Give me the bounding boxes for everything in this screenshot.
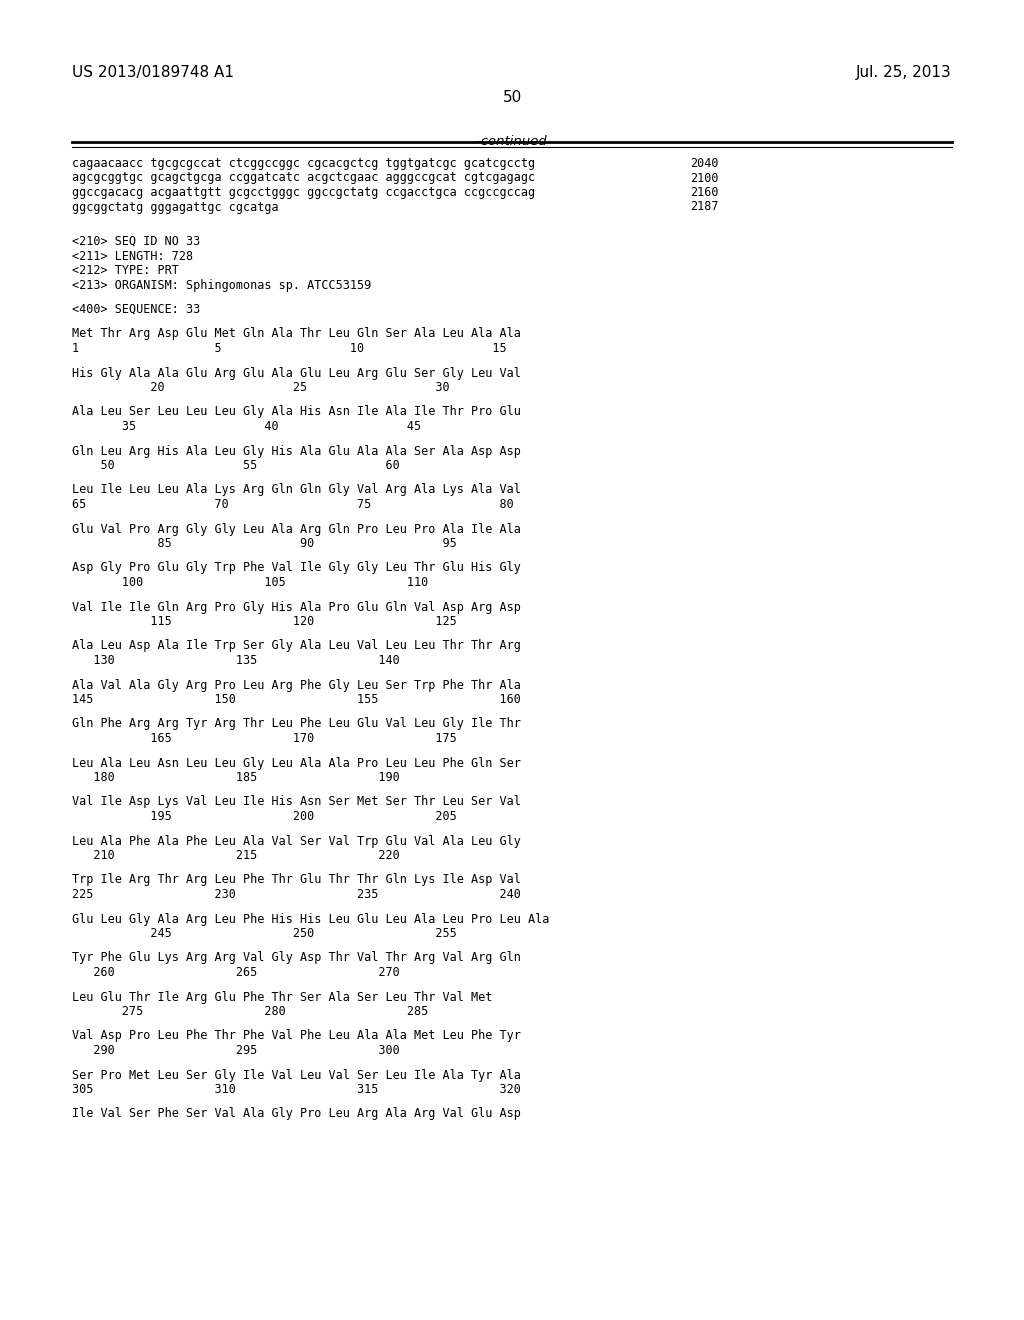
Text: Ala Val Ala Gly Arg Pro Leu Arg Phe Gly Leu Ser Trp Phe Thr Ala: Ala Val Ala Gly Arg Pro Leu Arg Phe Gly … [72, 678, 521, 692]
Text: 275                 280                 285: 275 280 285 [72, 1005, 428, 1018]
Text: Leu Ile Leu Leu Ala Lys Arg Gln Gln Gly Val Arg Ala Lys Ala Val: Leu Ile Leu Leu Ala Lys Arg Gln Gln Gly … [72, 483, 521, 496]
Text: Met Thr Arg Asp Glu Met Gln Ala Thr Leu Gln Ser Ala Leu Ala Ala: Met Thr Arg Asp Glu Met Gln Ala Thr Leu … [72, 327, 521, 341]
Text: Leu Glu Thr Ile Arg Glu Phe Thr Ser Ala Ser Leu Thr Val Met: Leu Glu Thr Ile Arg Glu Phe Thr Ser Ala … [72, 990, 493, 1003]
Text: agcgcggtgc gcagctgcga ccggatcatc acgctcgaac agggccgcat cgtcgagagc: agcgcggtgc gcagctgcga ccggatcatc acgctcg… [72, 172, 536, 185]
Text: US 2013/0189748 A1: US 2013/0189748 A1 [72, 65, 234, 81]
Text: Glu Leu Gly Ala Arg Leu Phe His His Leu Glu Leu Ala Leu Pro Leu Ala: Glu Leu Gly Ala Arg Leu Phe His His Leu … [72, 912, 549, 925]
Text: Glu Val Pro Arg Gly Gly Leu Ala Arg Gln Pro Leu Pro Ala Ile Ala: Glu Val Pro Arg Gly Gly Leu Ala Arg Gln … [72, 523, 521, 536]
Text: cagaacaacc tgcgcgccat ctcggccggc cgcacgctcg tggtgatcgc gcatcgcctg: cagaacaacc tgcgcgccat ctcggccggc cgcacgc… [72, 157, 536, 170]
Text: 2160: 2160 [690, 186, 719, 199]
Text: 210                 215                 220: 210 215 220 [72, 849, 399, 862]
Text: 165                 170                 175: 165 170 175 [72, 733, 457, 744]
Text: 65                  70                  75                  80: 65 70 75 80 [72, 498, 514, 511]
Text: 20                  25                  30: 20 25 30 [72, 381, 450, 393]
Text: 35                  40                  45: 35 40 45 [72, 420, 421, 433]
Text: <212> TYPE: PRT: <212> TYPE: PRT [72, 264, 179, 277]
Text: Leu Ala Leu Asn Leu Leu Gly Leu Ala Ala Pro Leu Leu Phe Gln Ser: Leu Ala Leu Asn Leu Leu Gly Leu Ala Ala … [72, 756, 521, 770]
Text: ggcggctatg gggagattgc cgcatga: ggcggctatg gggagattgc cgcatga [72, 201, 279, 214]
Text: Trp Ile Arg Thr Arg Leu Phe Thr Glu Thr Thr Gln Lys Ile Asp Val: Trp Ile Arg Thr Arg Leu Phe Thr Glu Thr … [72, 874, 521, 887]
Text: 245                 250                 255: 245 250 255 [72, 927, 457, 940]
Text: Asp Gly Pro Glu Gly Trp Phe Val Ile Gly Gly Leu Thr Glu His Gly: Asp Gly Pro Glu Gly Trp Phe Val Ile Gly … [72, 561, 521, 574]
Text: Val Ile Ile Gln Arg Pro Gly His Ala Pro Glu Gln Val Asp Arg Asp: Val Ile Ile Gln Arg Pro Gly His Ala Pro … [72, 601, 521, 614]
Text: 85                  90                  95: 85 90 95 [72, 537, 457, 550]
Text: 100                 105                 110: 100 105 110 [72, 576, 428, 589]
Text: Ala Leu Ser Leu Leu Leu Gly Ala His Asn Ile Ala Ile Thr Pro Glu: Ala Leu Ser Leu Leu Leu Gly Ala His Asn … [72, 405, 521, 418]
Text: 2187: 2187 [690, 201, 719, 214]
Text: Gln Phe Arg Arg Tyr Arg Thr Leu Phe Leu Glu Val Leu Gly Ile Thr: Gln Phe Arg Arg Tyr Arg Thr Leu Phe Leu … [72, 718, 521, 730]
Text: 50                  55                  60: 50 55 60 [72, 459, 399, 473]
Text: Val Ile Asp Lys Val Leu Ile His Asn Ser Met Ser Thr Leu Ser Val: Val Ile Asp Lys Val Leu Ile His Asn Ser … [72, 796, 521, 808]
Text: <400> SEQUENCE: 33: <400> SEQUENCE: 33 [72, 304, 201, 315]
Text: Gln Leu Arg His Ala Leu Gly His Ala Glu Ala Ala Ser Ala Asp Asp: Gln Leu Arg His Ala Leu Gly His Ala Glu … [72, 445, 521, 458]
Text: Ile Val Ser Phe Ser Val Ala Gly Pro Leu Arg Ala Arg Val Glu Asp: Ile Val Ser Phe Ser Val Ala Gly Pro Leu … [72, 1107, 521, 1121]
Text: 180                 185                 190: 180 185 190 [72, 771, 399, 784]
Text: ggccgacacg acgaattgtt gcgcctgggc ggccgctatg ccgacctgca ccgccgccag: ggccgacacg acgaattgtt gcgcctgggc ggccgct… [72, 186, 536, 199]
Text: <210> SEQ ID NO 33: <210> SEQ ID NO 33 [72, 235, 201, 248]
Text: 2040: 2040 [690, 157, 719, 170]
Text: 115                 120                 125: 115 120 125 [72, 615, 457, 628]
Text: Tyr Phe Glu Lys Arg Arg Val Gly Asp Thr Val Thr Arg Val Arg Gln: Tyr Phe Glu Lys Arg Arg Val Gly Asp Thr … [72, 952, 521, 965]
Text: 145                 150                 155                 160: 145 150 155 160 [72, 693, 521, 706]
Text: 290                 295                 300: 290 295 300 [72, 1044, 399, 1057]
Text: 225                 230                 235                 240: 225 230 235 240 [72, 888, 521, 902]
Text: <211> LENGTH: 728: <211> LENGTH: 728 [72, 249, 194, 263]
Text: His Gly Ala Ala Glu Arg Glu Ala Glu Leu Arg Glu Ser Gly Leu Val: His Gly Ala Ala Glu Arg Glu Ala Glu Leu … [72, 367, 521, 380]
Text: <213> ORGANISM: Sphingomonas sp. ATCC53159: <213> ORGANISM: Sphingomonas sp. ATCC531… [72, 279, 372, 292]
Text: 1                   5                  10                  15: 1 5 10 15 [72, 342, 507, 355]
Text: 130                 135                 140: 130 135 140 [72, 653, 399, 667]
Text: Ala Leu Asp Ala Ile Trp Ser Gly Ala Leu Val Leu Leu Thr Thr Arg: Ala Leu Asp Ala Ile Trp Ser Gly Ala Leu … [72, 639, 521, 652]
Text: Val Asp Pro Leu Phe Thr Phe Val Phe Leu Ala Ala Met Leu Phe Tyr: Val Asp Pro Leu Phe Thr Phe Val Phe Leu … [72, 1030, 521, 1043]
Text: 260                 265                 270: 260 265 270 [72, 966, 399, 979]
Text: 305                 310                 315                 320: 305 310 315 320 [72, 1082, 521, 1096]
Text: 2100: 2100 [690, 172, 719, 185]
Text: 50: 50 [503, 90, 521, 106]
Text: 195                 200                 205: 195 200 205 [72, 810, 457, 822]
Text: -continued: -continued [477, 135, 547, 148]
Text: Jul. 25, 2013: Jul. 25, 2013 [856, 65, 952, 81]
Text: Ser Pro Met Leu Ser Gly Ile Val Leu Val Ser Leu Ile Ala Tyr Ala: Ser Pro Met Leu Ser Gly Ile Val Leu Val … [72, 1068, 521, 1081]
Text: Leu Ala Phe Ala Phe Leu Ala Val Ser Val Trp Glu Val Ala Leu Gly: Leu Ala Phe Ala Phe Leu Ala Val Ser Val … [72, 834, 521, 847]
